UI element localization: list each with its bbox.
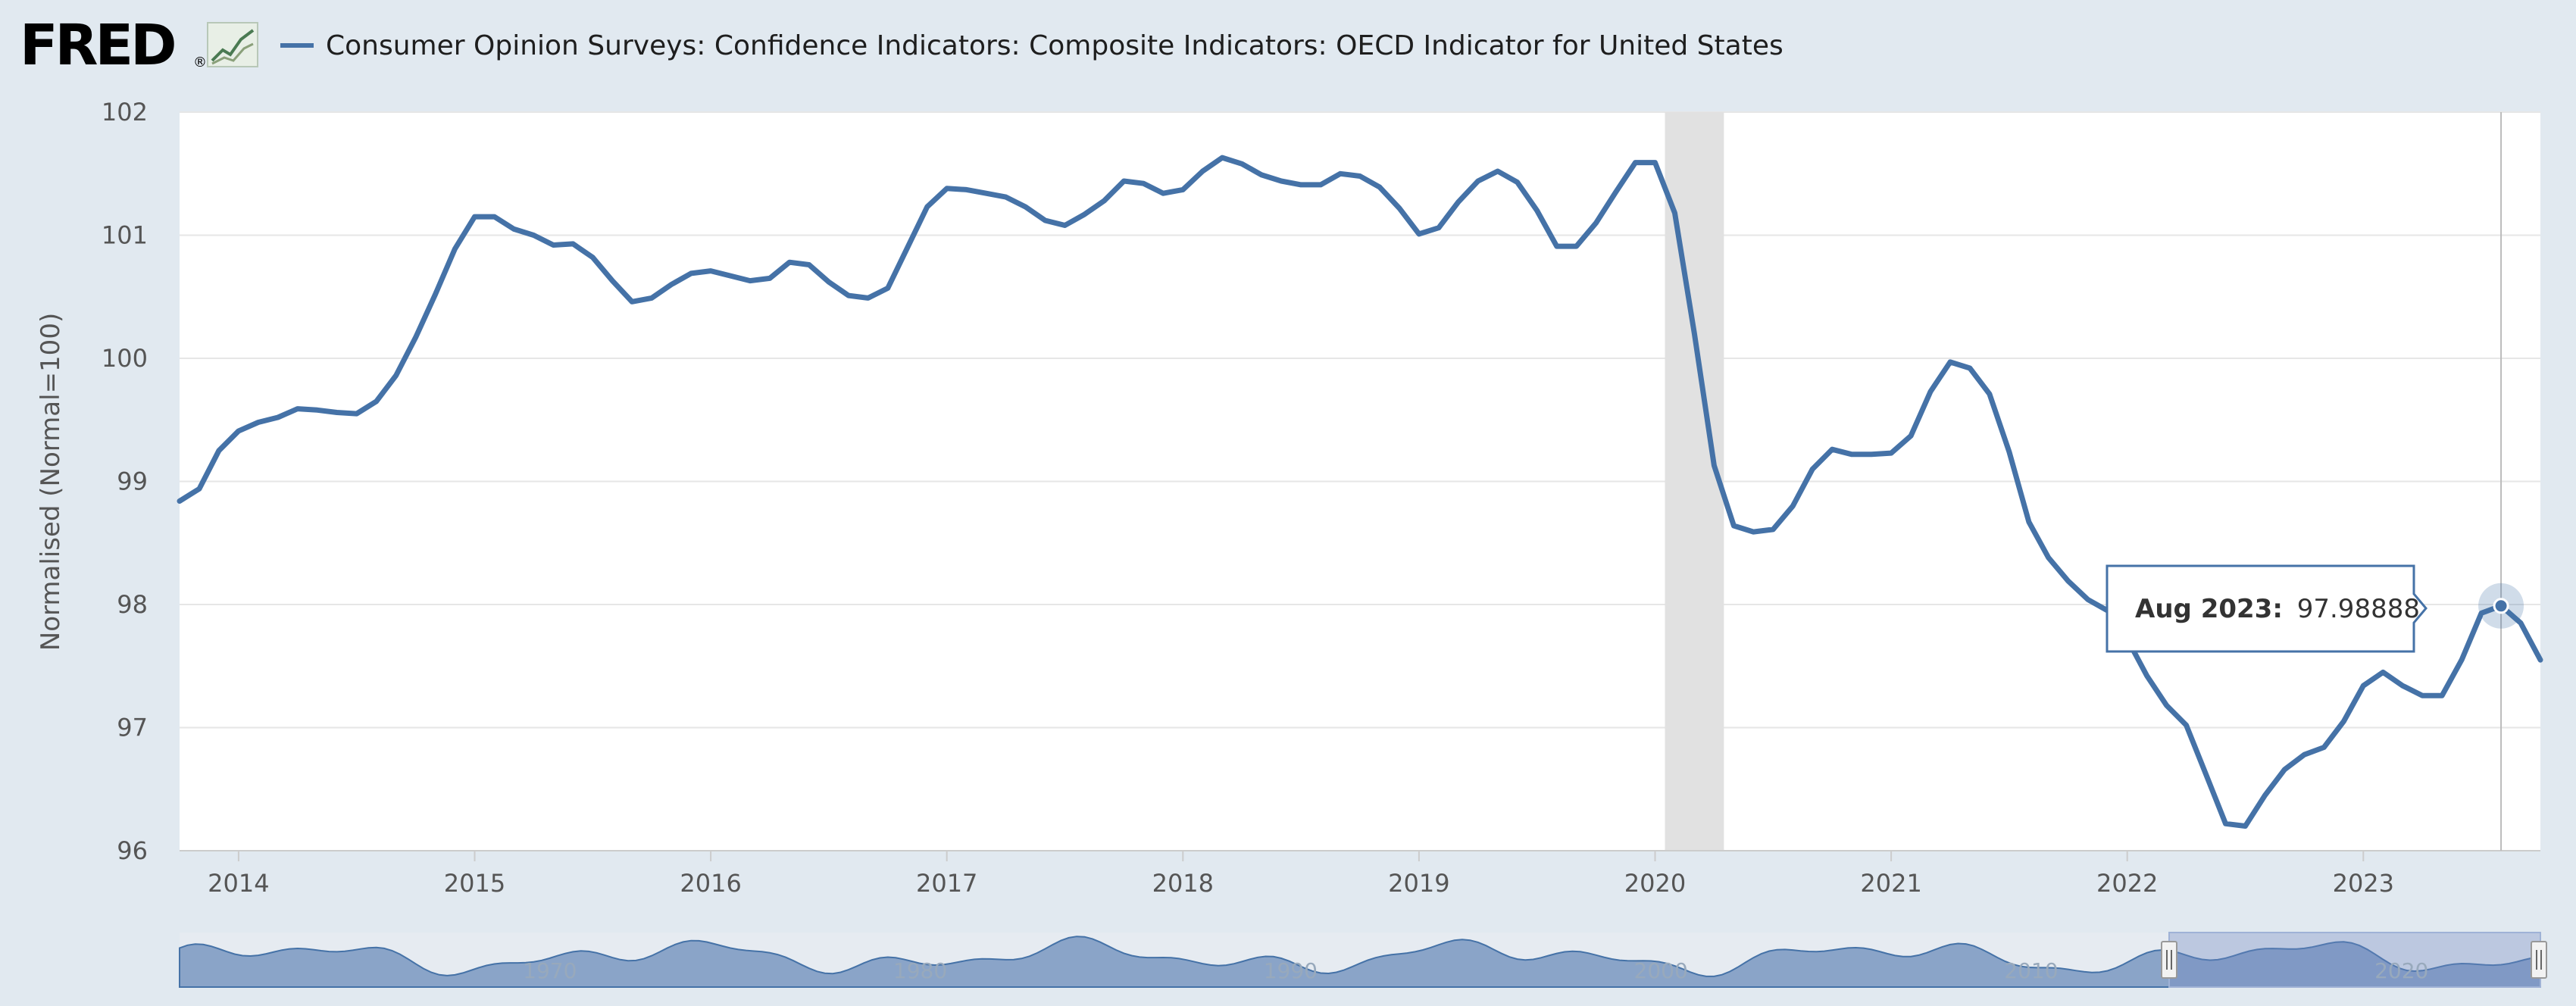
navigator[interactable]: 1970 1980 1990 2000 2010 2020	[179, 932, 2547, 988]
x-tick-label: 2022	[2096, 869, 2158, 898]
x-tick-label: 2016	[680, 869, 741, 898]
navigator-labels: 1970 1980 1990 2000 2010 2020	[523, 958, 2428, 983]
series-line[interactable]	[177, 155, 2543, 829]
x-tick-label: 2019	[1388, 869, 1449, 898]
y-tick-label: 96	[117, 836, 148, 865]
navigator-label: 1980	[893, 958, 947, 983]
x-tick-label: 2017	[916, 869, 977, 898]
navigator-label: 2000	[1634, 958, 1688, 983]
recession-band	[1665, 112, 1724, 851]
navigator-handle-right[interactable]	[2531, 941, 2547, 979]
tooltip-date: Aug 2023:	[2135, 594, 2283, 624]
x-tick-label: 2018	[1152, 869, 1214, 898]
fred-logo-registered: ®	[193, 55, 207, 70]
fred-logo-text: FRED	[20, 13, 174, 78]
y-tick-label: 98	[117, 590, 148, 619]
x-tick-label: 2014	[208, 869, 269, 898]
navigator-label: 1970	[523, 958, 577, 983]
x-tick-label: 2023	[2333, 869, 2394, 898]
y-tick-label: 100	[102, 344, 148, 373]
y-tick-label: 101	[102, 221, 148, 250]
navigator-series	[179, 936, 2541, 988]
legend: Consumer Opinion Surveys: Confidence Ind…	[280, 30, 1784, 61]
x-axis-ticks: 2014 2015 2016 2017 2018 2019 2020 2021 2022 2023	[208, 851, 2394, 898]
tooltip-value: 97.98888	[2297, 594, 2420, 624]
navigator-selected-range[interactable]	[2168, 932, 2541, 988]
fred-logo[interactable]: FRED ®	[20, 13, 258, 78]
x-tick-label: 2015	[444, 869, 505, 898]
y-tick-label: 102	[102, 98, 148, 127]
x-tick-label: 2020	[1624, 869, 1686, 898]
tooltip: Aug 2023: 97.98888	[2106, 564, 2428, 653]
hover-marker[interactable]	[2493, 598, 2509, 614]
y-tick-label: 97	[117, 714, 148, 742]
navigator-label: 2020	[2374, 958, 2428, 983]
navigator-handle-left[interactable]	[2161, 941, 2177, 979]
y-tick-label: 99	[117, 467, 148, 496]
y-axis-ticks: 96 97 98 99 100 101 102	[102, 98, 148, 865]
tooltip-content: Aug 2023: 97.98888	[2135, 594, 2420, 624]
x-tick-label: 2021	[1860, 869, 1921, 898]
navigator-label: 1990	[1264, 958, 1318, 983]
chart-title: Consumer Opinion Surveys: Confidence Ind…	[326, 30, 1784, 61]
navigator-label: 2010	[2004, 958, 2058, 983]
chart-line-icon	[207, 22, 258, 67]
y-axis-title: Normalised (Normal=100)	[36, 313, 66, 651]
